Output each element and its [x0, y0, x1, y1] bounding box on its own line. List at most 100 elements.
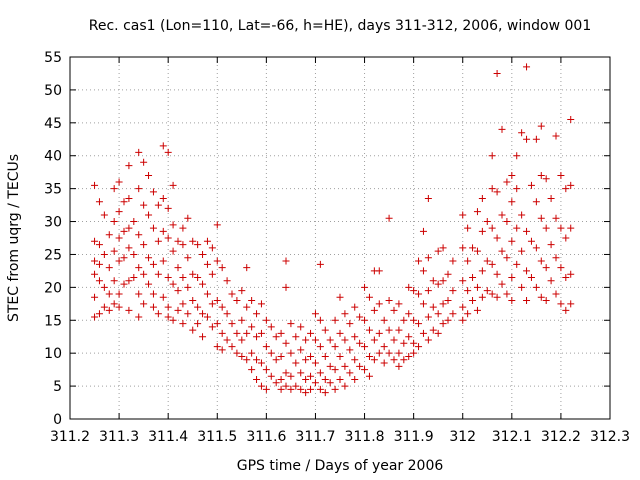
- data-point: [253, 356, 261, 364]
- data-point: [95, 277, 103, 285]
- data-point: [419, 329, 427, 337]
- data-point: [444, 297, 452, 305]
- data-point: [140, 241, 148, 249]
- data-point: [385, 297, 393, 305]
- x-tick-label: 311.3: [99, 429, 139, 445]
- data-point: [518, 247, 526, 255]
- data-point: [346, 369, 354, 377]
- data-point: [405, 352, 413, 360]
- data-point: [567, 300, 575, 308]
- data-point: [346, 346, 354, 354]
- data-point: [415, 320, 423, 328]
- data-point: [385, 349, 393, 357]
- data-point: [321, 376, 329, 384]
- data-point: [493, 188, 501, 196]
- data-point: [434, 247, 442, 255]
- x-tick-label: 311.9: [394, 429, 434, 445]
- data-point: [508, 297, 516, 305]
- data-point: [321, 326, 329, 334]
- data-point: [203, 290, 211, 298]
- data-point: [115, 208, 123, 216]
- data-point: [331, 366, 339, 374]
- data-point: [154, 237, 162, 245]
- data-point: [228, 320, 236, 328]
- data-point: [125, 224, 133, 232]
- data-point: [326, 336, 334, 344]
- y-tick-label: 55: [44, 50, 62, 66]
- x-tick-label: 311.6: [246, 429, 286, 445]
- data-point: [292, 333, 300, 341]
- x-tick-labels: 311.2 311.3 311.4 311.5 311.6 311.7 311.8 311.9…: [50, 429, 630, 445]
- data-point: [527, 237, 535, 245]
- data-point: [228, 290, 236, 298]
- data-point: [130, 218, 138, 226]
- data-point: [169, 316, 177, 324]
- data-point: [424, 336, 432, 344]
- data-point: [257, 382, 265, 390]
- data-point: [149, 188, 157, 196]
- data-point: [488, 152, 496, 160]
- data-point: [174, 306, 182, 314]
- data-point: [277, 385, 285, 393]
- data-point: [513, 185, 521, 193]
- x-axis-label: GPS time / Days of year 2006: [237, 458, 444, 474]
- data-point: [233, 349, 241, 357]
- data-point: [346, 320, 354, 328]
- data-point: [100, 211, 108, 219]
- data-point: [390, 336, 398, 344]
- data-point: [223, 336, 231, 344]
- data-point: [257, 300, 265, 308]
- data-point: [154, 270, 162, 278]
- data-point: [449, 257, 457, 265]
- data-point: [262, 343, 270, 351]
- data-point: [257, 359, 265, 367]
- data-point: [547, 241, 555, 249]
- data-point: [164, 148, 172, 156]
- data-point: [169, 221, 177, 229]
- data-point: [267, 372, 275, 380]
- data-point: [557, 264, 565, 272]
- data-point: [159, 257, 167, 265]
- data-point: [473, 208, 481, 216]
- data-point: [91, 313, 99, 321]
- data-point: [483, 218, 491, 226]
- data-point: [189, 270, 197, 278]
- data-point: [194, 241, 202, 249]
- data-point: [331, 343, 339, 351]
- data-point: [189, 326, 197, 334]
- data-point: [277, 329, 285, 337]
- data-point: [469, 244, 477, 252]
- data-point: [233, 297, 241, 305]
- data-point: [410, 287, 418, 295]
- data-point: [297, 346, 305, 354]
- data-point: [292, 359, 300, 367]
- data-point: [277, 376, 285, 384]
- data-point: [233, 329, 241, 337]
- data-point: [331, 316, 339, 324]
- data-point: [419, 267, 427, 275]
- data-point: [316, 385, 324, 393]
- data-point: [415, 290, 423, 298]
- data-point: [503, 290, 511, 298]
- data-point: [513, 152, 521, 160]
- data-point: [95, 260, 103, 268]
- data-point: [105, 231, 113, 239]
- data-point: [567, 224, 575, 232]
- data-point: [292, 382, 300, 390]
- data-point: [135, 313, 143, 321]
- data-point: [434, 280, 442, 288]
- y-tick-label: 20: [44, 280, 62, 296]
- data-point: [307, 372, 315, 380]
- data-point: [213, 221, 221, 229]
- data-point: [100, 283, 108, 291]
- data-point: [488, 260, 496, 268]
- data-point: [194, 273, 202, 281]
- data-point: [95, 241, 103, 249]
- data-point: [110, 277, 118, 285]
- data-point: [449, 287, 457, 295]
- y-tick-label: 25: [44, 247, 62, 263]
- x-tick-label: 311.5: [197, 429, 237, 445]
- data-point: [424, 254, 432, 262]
- data-point: [351, 303, 359, 311]
- data-point: [243, 329, 251, 337]
